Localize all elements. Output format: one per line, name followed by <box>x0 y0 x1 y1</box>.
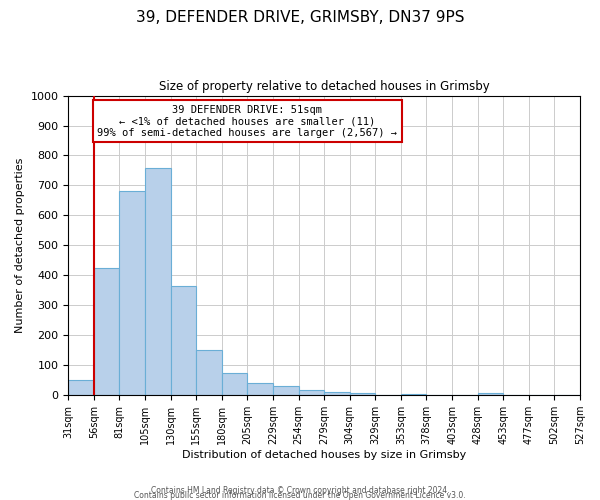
Bar <box>68 380 94 395</box>
Bar <box>222 372 247 395</box>
X-axis label: Distribution of detached houses by size in Grimsby: Distribution of detached houses by size … <box>182 450 466 460</box>
Y-axis label: Number of detached properties: Number of detached properties <box>15 158 25 333</box>
Bar <box>401 394 427 395</box>
Bar <box>299 390 324 395</box>
Title: Size of property relative to detached houses in Grimsby: Size of property relative to detached ho… <box>159 80 490 93</box>
Bar <box>273 386 299 395</box>
Bar <box>119 190 145 395</box>
Bar <box>196 350 222 395</box>
Text: 39 DEFENDER DRIVE: 51sqm
← <1% of detached houses are smaller (11)
99% of semi-d: 39 DEFENDER DRIVE: 51sqm ← <1% of detach… <box>97 104 397 138</box>
Bar <box>247 383 273 395</box>
Bar <box>324 392 350 395</box>
Text: Contains HM Land Registry data © Crown copyright and database right 2024.: Contains HM Land Registry data © Crown c… <box>151 486 449 495</box>
Bar <box>350 393 376 395</box>
Bar <box>145 168 170 395</box>
Bar <box>170 286 196 395</box>
Text: Contains public sector information licensed under the Open Government Licence v3: Contains public sector information licen… <box>134 490 466 500</box>
Bar <box>94 268 119 395</box>
Text: 39, DEFENDER DRIVE, GRIMSBY, DN37 9PS: 39, DEFENDER DRIVE, GRIMSBY, DN37 9PS <box>136 10 464 25</box>
Bar <box>478 393 503 395</box>
